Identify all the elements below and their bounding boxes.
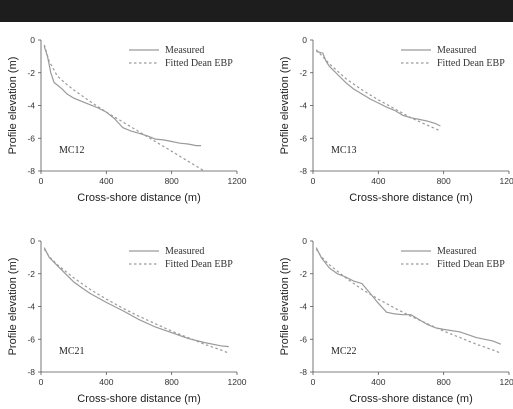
y-tick-label: -2 <box>299 269 307 279</box>
y-tick-label: -2 <box>27 68 35 78</box>
panel-label: MC21 <box>59 346 85 357</box>
x-tick-label: 1200 <box>228 176 247 186</box>
x-tick-label: 0 <box>311 176 316 186</box>
y-tick-label: -4 <box>27 302 35 312</box>
legend-label: Fitted Dean EBP <box>437 259 505 270</box>
y-tick-label: -6 <box>299 334 307 344</box>
x-tick-label: 1200 <box>500 377 513 387</box>
fitted-line-mc12 <box>43 44 205 172</box>
y-tick-label: 0 <box>302 35 307 45</box>
legend-label: Fitted Dean EBP <box>165 58 233 69</box>
y-tick-label: -8 <box>27 166 35 176</box>
chart-panel-mc22: 0 -2 -4 -6 -8 0 400 800 1200 Cross-shore distance… <box>279 236 513 405</box>
x-tick-label: 800 <box>437 377 451 387</box>
x-axis-title: Cross-shore distance (m) <box>349 393 472 405</box>
x-tick-label: 400 <box>99 176 113 186</box>
legend-label: Fitted Dean EBP <box>165 259 233 270</box>
y-tick-label: -2 <box>299 68 307 78</box>
x-tick-label: 0 <box>311 377 316 387</box>
legend-label: Measured <box>437 246 476 257</box>
y-axis-title: Profile elevation (m) <box>279 57 291 155</box>
legend-label: Measured <box>437 45 476 56</box>
x-axis-title: Cross-shore distance (m) <box>77 393 200 405</box>
y-tick-label: 0 <box>30 35 35 45</box>
x-tick-label: 400 <box>371 176 385 186</box>
chart-panel-mc21: 0 -2 -4 -6 -8 0 400 800 1200 Cross-shore distance… <box>7 236 247 405</box>
measured-line-mc13 <box>316 50 441 127</box>
x-tick-label: 800 <box>165 176 179 186</box>
y-tick-label: -6 <box>27 133 35 143</box>
x-tick-label: 800 <box>165 377 179 387</box>
panel-label: MC22 <box>331 346 357 357</box>
x-tick-label: 1200 <box>228 377 247 387</box>
y-tick-label: 0 <box>30 236 35 246</box>
y-tick-label: -6 <box>27 334 35 344</box>
panel-label: MC13 <box>331 145 357 156</box>
y-tick-label: -4 <box>299 101 307 111</box>
fitted-line-mc13 <box>315 49 441 132</box>
y-axis-title: Profile elevation (m) <box>7 258 19 356</box>
x-axis-title: Cross-shore distance (m) <box>77 192 200 204</box>
y-tick-label: -4 <box>27 101 35 111</box>
y-tick-label: -8 <box>299 367 307 377</box>
y-tick-label: -4 <box>299 302 307 312</box>
legend-label: Fitted Dean EBP <box>437 58 505 69</box>
x-tick-label: 0 <box>39 377 44 387</box>
y-tick-label: -2 <box>27 269 35 279</box>
legend-label: Measured <box>165 45 204 56</box>
x-tick-label: 800 <box>437 176 451 186</box>
legend-label: Measured <box>165 246 204 257</box>
measured-line-mc22 <box>315 247 502 345</box>
fitted-line-mc22 <box>315 248 502 354</box>
y-tick-label: 0 <box>302 236 307 246</box>
measured-line-mc21 <box>43 247 229 348</box>
y-axis-title: Profile elevation (m) <box>7 57 19 155</box>
x-tick-label: 400 <box>99 377 113 387</box>
x-tick-label: 0 <box>39 176 44 186</box>
y-axis-title: Profile elevation (m) <box>279 258 291 356</box>
x-axis-title: Cross-shore distance (m) <box>349 192 472 204</box>
y-tick-label: -6 <box>299 133 307 143</box>
x-tick-label: 400 <box>371 377 385 387</box>
y-tick-label: -8 <box>27 367 35 377</box>
y-tick-label: -8 <box>299 166 307 176</box>
x-tick-label: 1200 <box>500 176 513 186</box>
chart-panel-mc13: 0 -2 -4 -6 -8 0 400 800 1200 Cross-shore distance… <box>279 35 513 204</box>
top-bar <box>0 0 513 22</box>
panel-label: MC12 <box>59 145 85 156</box>
chart-panel-mc12: 0 -2 -4 -6 -8 0 400 800 1200 Cross-shore distance… <box>7 35 247 204</box>
fitted-line-mc21 <box>43 248 230 354</box>
measured-line-mc12 <box>43 46 202 147</box>
